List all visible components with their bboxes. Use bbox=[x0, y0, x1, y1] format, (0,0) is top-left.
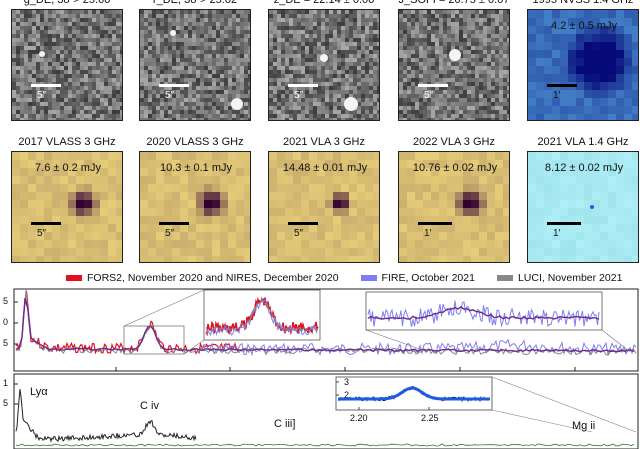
row1-title-0: g_DE, 3σ > 25.66 bbox=[23, 0, 111, 6]
spectrum-figure bbox=[13, 288, 639, 449]
lya-inset bbox=[203, 289, 321, 341]
ciii-label: C iii] bbox=[274, 418, 296, 430]
top-ytick-3: 5 bbox=[3, 338, 9, 348]
top-x-ticks bbox=[115, 367, 576, 371]
image-cyan bbox=[528, 152, 638, 262]
row1-title-1: r_DE, 3σ > 25.02 bbox=[152, 0, 238, 6]
scale-label: 5″ bbox=[37, 90, 47, 101]
row1-title-4: 1995 NVSS 1.4 GHz bbox=[532, 0, 634, 6]
legend-label: LUCI, November 2021 bbox=[517, 272, 623, 284]
row2-title-1: 2020 VLASS 3 GHz bbox=[146, 136, 244, 148]
legend-item-0: FORS2, November 2020 and NIRES, December… bbox=[66, 272, 339, 284]
lya-label: Lyα bbox=[30, 386, 48, 398]
bottom-inset-model bbox=[338, 386, 490, 401]
civ-zoom-box bbox=[123, 325, 185, 355]
row1-image-panel-2: 5″ bbox=[268, 9, 380, 121]
image-blue bbox=[528, 10, 638, 120]
image-yellow bbox=[399, 152, 509, 262]
legend-swatch bbox=[66, 275, 82, 281]
legend-label: FIRE, October 2021 bbox=[381, 272, 475, 284]
row2-image-panel-1: 10.3 ± 0.1 mJy 5″ bbox=[139, 151, 251, 263]
row1-image-panel-3: 5″ bbox=[398, 9, 510, 121]
bottom-noise-spectrum bbox=[15, 443, 635, 447]
row2-title-2: 2021 VLA 3 GHz bbox=[283, 136, 365, 148]
scale-bar bbox=[418, 84, 448, 87]
scale-label: 1′ bbox=[424, 228, 432, 239]
row1-title-2: z_DE = 22.14 ± 0.06 bbox=[273, 0, 375, 6]
row1-image-panel-1: 5″ bbox=[139, 9, 251, 121]
scale-label: 5″ bbox=[424, 90, 434, 101]
scale-label: 5″ bbox=[294, 228, 304, 239]
legend-item-2: LUCI, November 2021 bbox=[496, 272, 623, 284]
scale-bar bbox=[159, 222, 189, 225]
image-grey bbox=[399, 10, 509, 120]
flux-value: 8.12 ± 0.02 mJy bbox=[544, 162, 624, 174]
image-grey bbox=[12, 10, 122, 120]
spectrum-legend: FORS2, November 2020 and NIRES, December… bbox=[66, 272, 640, 284]
image-grey bbox=[140, 10, 250, 120]
bottom-inset bbox=[335, 376, 493, 411]
row1-title-3: J_SOFI = 20.75 ± 0.07 bbox=[398, 0, 510, 6]
flux-value: 4.2 ± 0.5 mJy bbox=[551, 20, 617, 32]
bottom-spectrum-frame bbox=[13, 373, 639, 449]
scale-bar bbox=[418, 222, 452, 225]
scale-bar bbox=[31, 84, 61, 87]
top-spectrum-frame bbox=[13, 288, 639, 372]
scale-label: 5″ bbox=[37, 228, 47, 239]
top-ytick-2: 0 bbox=[3, 317, 9, 327]
flux-value: 10.76 ± 0.02 mJy bbox=[412, 162, 498, 174]
legend-label: FORS2, November 2020 and NIRES, December… bbox=[87, 272, 339, 284]
legend-item-1: FIRE, October 2021 bbox=[360, 272, 475, 284]
inset2-blue-spectrum bbox=[367, 300, 600, 328]
scale-label: 5″ bbox=[294, 90, 304, 101]
scale-label: 1′ bbox=[553, 90, 561, 101]
flux-value: 10.3 ± 0.1 mJy bbox=[159, 162, 233, 174]
bottom-inset-ticks bbox=[336, 381, 430, 410]
inset-ytick-2: 2 bbox=[344, 390, 350, 400]
flux-value: 7.6 ± 0.2 mJy bbox=[35, 162, 101, 174]
legend-swatch bbox=[496, 275, 513, 281]
image-yellow bbox=[12, 152, 122, 262]
inset-xtick-2: 2.25 bbox=[421, 413, 439, 423]
top-y-ticks bbox=[14, 301, 18, 345]
legend-swatch bbox=[360, 275, 377, 281]
scale-bar bbox=[547, 84, 577, 87]
row2-title-0: 2017 VLASS 3 GHz bbox=[18, 136, 116, 148]
row2-title-4: 2021 VLA 1.4 GHz bbox=[537, 136, 629, 148]
bottom-spectrum bbox=[15, 389, 197, 443]
inset-xtick-1: 2.20 bbox=[350, 413, 368, 423]
scale-bar bbox=[547, 222, 581, 225]
bottom-y-ticks bbox=[14, 383, 18, 405]
inset-ytick-1: 3 bbox=[344, 377, 350, 387]
bottom-ytick-2: 5 bbox=[3, 398, 9, 408]
image-grey bbox=[269, 10, 379, 120]
civ-label: C iv bbox=[140, 400, 159, 412]
scale-bar bbox=[159, 84, 189, 87]
scale-bar bbox=[31, 222, 61, 225]
inset2-purple-spectrum bbox=[367, 306, 600, 321]
scale-label: 5″ bbox=[165, 90, 175, 101]
scale-label: 5″ bbox=[165, 228, 175, 239]
inset-blue-spectrum bbox=[205, 296, 318, 337]
bottom-ytick-1: 1 bbox=[3, 378, 9, 388]
row2-title-3: 2022 VLA 3 GHz bbox=[413, 136, 495, 148]
scale-bar bbox=[288, 84, 318, 87]
flux-value: 14.48 ± 0.01 mJy bbox=[282, 162, 368, 174]
inset-grey-spectrum bbox=[205, 300, 319, 332]
row2-image-panel-2: 14.48 ± 0.01 mJy 5″ bbox=[268, 151, 380, 263]
scale-bar bbox=[288, 222, 318, 225]
row2-image-panel-0: 7.6 ± 0.2 mJy 5″ bbox=[11, 151, 123, 263]
image-yellow bbox=[140, 152, 250, 262]
top-ytick-1: 5 bbox=[3, 296, 9, 306]
binned-spectrum bbox=[15, 298, 635, 353]
mgii-label: Mg ii bbox=[572, 420, 596, 432]
row1-image-panel-0: 5″ bbox=[11, 9, 123, 121]
row2-image-panel-4: 8.12 ± 0.02 mJy 1′ bbox=[527, 151, 639, 263]
scale-label: 1′ bbox=[553, 228, 561, 239]
row2-image-panel-3: 10.76 ± 0.02 mJy 1′ bbox=[398, 151, 510, 263]
image-yellow bbox=[269, 152, 379, 262]
row1-image-panel-4: 4.2 ± 0.5 mJy 1′ bbox=[527, 9, 639, 121]
